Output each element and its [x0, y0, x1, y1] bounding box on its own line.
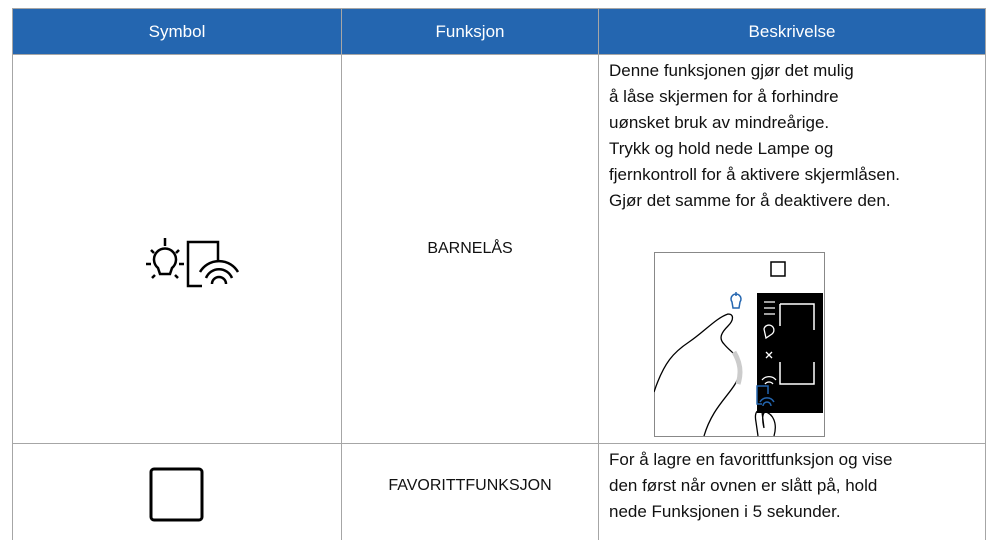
description-line: den først når ovnen er slått på, hold — [609, 476, 878, 495]
description-cell: For å lagre en favorittfunksjon og vise … — [598, 443, 986, 540]
description-line: Trykk og hold nede Lampe og — [609, 139, 834, 158]
function-cell: FAVORITTFUNKSJON — [341, 443, 599, 540]
description-line: Denne funksjonen gjør det mulig — [609, 61, 854, 80]
description-line: For å lagre en favorittfunksjon og vise — [609, 450, 893, 469]
description-line: å låse skjermen for å forhindre — [609, 87, 839, 106]
header-cell: Beskrivelse — [598, 8, 986, 55]
description-line: uønsket bruk av mindreårige. — [609, 113, 830, 132]
description-line: nede Funksjonen i 5 sekunder. — [609, 502, 841, 521]
description-line: Gjør det samme for å deaktivere den. — [609, 191, 891, 210]
description-cell: Denne funksjonen gjør det mulig å låse s… — [598, 54, 986, 444]
illustration — [654, 252, 825, 437]
header-cell: Funksjon — [341, 8, 599, 55]
function-cell: BARNELÅS — [341, 54, 599, 444]
favorite-icon — [149, 467, 204, 522]
description-line: fjernkontroll for å aktivere skjermlåsen… — [609, 165, 901, 184]
lock-icons — [146, 238, 240, 288]
header-cell: Symbol — [12, 8, 342, 55]
